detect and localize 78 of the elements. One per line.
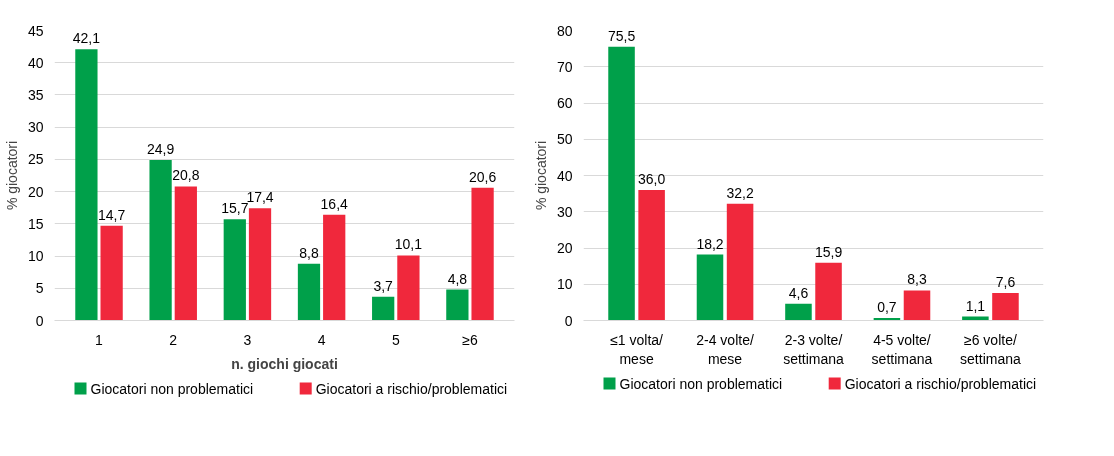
data-label: 7,6	[995, 273, 1016, 290]
y-tick-label: 5	[35, 280, 44, 297]
y-tick-label: 0	[564, 312, 573, 329]
y-tick-label: 40	[556, 167, 573, 184]
bar	[726, 203, 754, 321]
data-label: 14,7	[98, 206, 126, 223]
data-label: 8,8	[299, 244, 319, 261]
x-axis-title: n. giochi giocati	[231, 355, 338, 372]
y-tick-label: 30	[27, 119, 44, 136]
y-tick-label: 60	[556, 95, 573, 111]
legend-label: Giocatori a rischio/problematici	[315, 380, 508, 397]
data-label: 18,2	[696, 235, 724, 252]
y-tick-label: 25	[27, 151, 44, 168]
bar	[903, 290, 931, 321]
y-tick-label: 10	[556, 276, 573, 293]
data-label: 32,2	[726, 184, 754, 201]
bar	[75, 49, 98, 321]
x-tick-label: ≥6 volte/ settimana	[960, 331, 1021, 367]
bar	[785, 303, 812, 321]
y-axis-title: % giocatori	[3, 140, 20, 211]
y-tick-label: 0	[35, 312, 44, 329]
x-tick-label: 5	[391, 331, 400, 348]
data-label: 36,0	[637, 171, 666, 187]
x-tick-label: ≤1 volta/ mese	[610, 331, 664, 367]
x-tick-label: 2-3 volte/ settimana	[783, 331, 845, 367]
data-label: 1,1	[965, 297, 986, 314]
y-tick-label: 30	[556, 203, 573, 220]
data-label: 75,5	[607, 27, 636, 44]
bar	[323, 214, 346, 321]
bar	[297, 263, 321, 321]
x-tick-label: 3	[243, 331, 252, 348]
bar	[815, 262, 842, 321]
data-label: 4,8	[447, 270, 468, 287]
bar	[608, 46, 635, 321]
y-tick-label: 45	[27, 22, 44, 39]
bar	[397, 255, 420, 321]
legend-label: Giocatori non problematici	[90, 380, 254, 397]
y-tick-label: 35	[27, 86, 44, 103]
bar	[471, 187, 494, 321]
y-tick-label: 20	[27, 183, 44, 200]
y-tick-label: 40	[27, 54, 44, 71]
y-tick-label: 15	[27, 215, 44, 232]
data-label: 3,7	[373, 277, 394, 294]
data-label: 8,3	[907, 271, 927, 288]
x-tick-label: 4	[317, 331, 326, 348]
y-tick-label: 10	[27, 248, 44, 265]
x-tick-label: 2	[169, 331, 178, 348]
y-axis-title: % giocatori	[532, 140, 549, 211]
bar	[992, 292, 1019, 321]
data-label: 16,4	[320, 195, 349, 212]
bar	[638, 190, 665, 321]
data-label: 10,1	[394, 236, 423, 253]
bar	[149, 160, 172, 321]
y-tick-label: 20	[556, 240, 573, 256]
data-label: 4,6	[788, 284, 809, 301]
data-label: 24,9	[146, 141, 175, 158]
data-label: 20,8	[172, 167, 200, 184]
bar	[248, 208, 272, 321]
bar	[446, 289, 469, 321]
legend-label: Giocatori a rischio/problematici	[844, 375, 1037, 392]
data-label: 15,9	[814, 243, 843, 260]
bar	[696, 254, 724, 321]
data-label: 42,1	[72, 30, 101, 47]
bar	[223, 219, 246, 321]
y-tick-label: 50	[556, 131, 573, 148]
y-tick-label: 80	[556, 22, 573, 39]
x-tick-label: ≥6	[462, 331, 478, 348]
x-tick-label: 4-5 volte/ settimana	[871, 331, 933, 367]
x-tick-label: 1	[95, 331, 104, 348]
data-label: 0,7	[877, 298, 897, 315]
data-label: 15,7	[221, 200, 249, 217]
y-tick-label: 70	[556, 58, 573, 75]
bar	[100, 225, 123, 321]
bar	[174, 186, 197, 321]
data-label: 20,6	[468, 168, 497, 185]
x-tick-label: 2-4 volte/ mese	[696, 331, 754, 367]
legend-label: Giocatori non problematici	[619, 375, 783, 392]
bar	[372, 296, 395, 321]
